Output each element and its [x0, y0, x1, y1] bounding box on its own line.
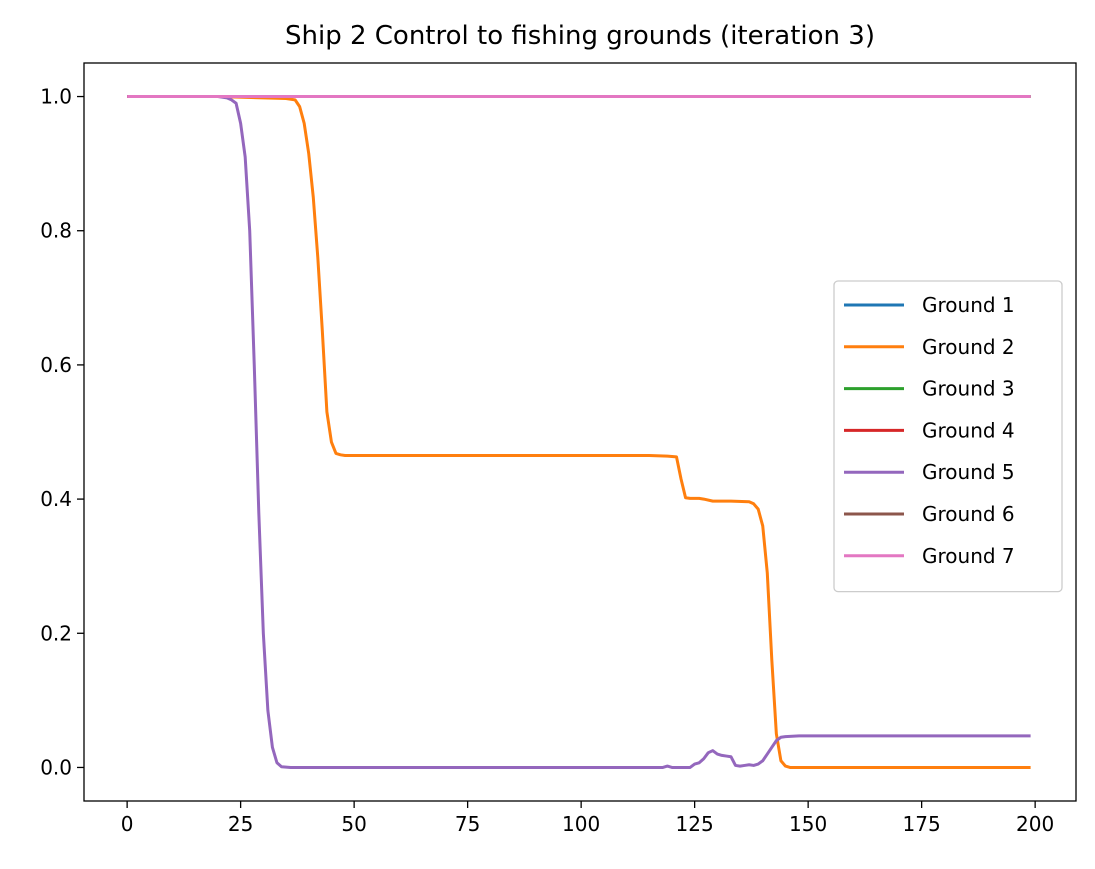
x-tick-label: 125	[676, 812, 714, 836]
series-line-ground-2	[127, 95, 1031, 769]
legend-label-ground-5: Ground 5	[922, 460, 1015, 484]
axes-layer: 0 25 50 75 100 125 150 175 200 0.0 0.2 0.4 0.6 0.8 1.0	[40, 85, 1054, 836]
x-tick-label: 175	[903, 812, 941, 836]
y-tick-label: 1.0	[40, 85, 72, 109]
legend-label-ground-3: Ground 3	[922, 377, 1015, 401]
x-tick-label: 75	[455, 812, 480, 836]
series-layer	[127, 95, 1031, 769]
legend-label-ground-7: Ground 7	[922, 544, 1015, 568]
y-tick-label: 0.8	[40, 219, 72, 243]
legend-label-ground-4: Ground 4	[922, 418, 1015, 442]
y-tick-label: 0.4	[40, 487, 72, 511]
x-tick-label: 100	[562, 812, 600, 836]
y-tick-label: 0.2	[40, 621, 72, 645]
legend-label-ground-2: Ground 2	[922, 335, 1015, 359]
x-tick-label: 50	[341, 812, 366, 836]
chart-title: Ship 2 Control to fishing grounds (itera…	[285, 21, 875, 51]
y-tick-label: 0.0	[40, 755, 72, 779]
legend-label-ground-1: Ground 1	[922, 293, 1015, 317]
x-tick-label: 0	[121, 812, 134, 836]
y-tick-label: 0.6	[40, 353, 72, 377]
x-tick-label: 200	[1016, 812, 1054, 836]
plot-frame	[83, 62, 1077, 802]
x-tick-label: 150	[789, 812, 827, 836]
x-tick-label: 25	[228, 812, 253, 836]
legend-label-ground-6: Ground 6	[922, 502, 1015, 526]
series-line-ground-5	[127, 95, 1031, 769]
legend: Ground 1 Ground 2 Ground 3 Ground 4 Ground 5…	[833, 280, 1063, 593]
